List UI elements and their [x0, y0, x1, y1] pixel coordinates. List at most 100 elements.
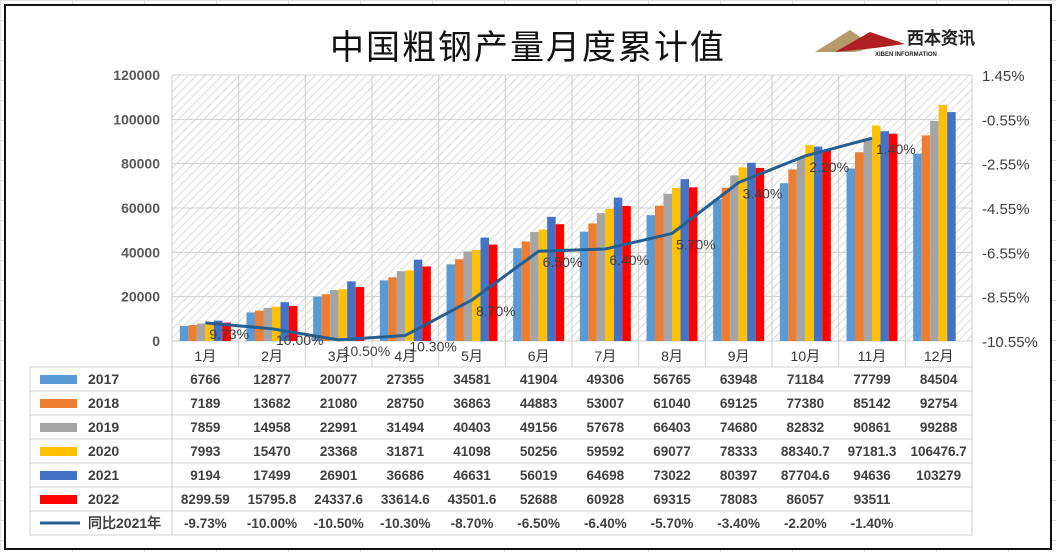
bar-2017: [513, 248, 522, 341]
x-tick-label: 11月: [858, 348, 887, 364]
y-tick-label: 100000: [113, 111, 160, 127]
table-cell: 36863: [453, 396, 491, 411]
bar-2018: [521, 241, 531, 341]
bar-2021: [680, 179, 689, 341]
y2-tick-label: -4.55%: [982, 201, 1030, 218]
bar-2018: [588, 223, 597, 341]
bar-2017: [446, 264, 455, 341]
x-tick-label: 1月: [194, 348, 216, 364]
bar-2018: [321, 294, 331, 341]
line-data-label: 1.40%: [876, 141, 916, 157]
bar-2017: [713, 199, 722, 341]
table-cell: 6766: [190, 372, 221, 387]
table-cell: 27355: [387, 372, 425, 387]
table-cell: 80397: [720, 468, 758, 483]
table-cell: -10.30%: [380, 516, 430, 531]
bar-2019: [596, 213, 606, 341]
table-cell: 43501.6: [448, 492, 497, 507]
legend-label: 2021: [88, 467, 119, 483]
table-cell: 57678: [587, 420, 625, 435]
table-cell: 34581: [453, 372, 491, 387]
bar-2018: [788, 169, 797, 341]
legend-label: 2020: [88, 443, 119, 459]
line-data-label: 10.00%: [276, 332, 323, 348]
table-cell: 69077: [653, 444, 691, 459]
bar-2021: [413, 259, 423, 341]
x-tick-label: 3月: [328, 348, 350, 364]
legend-label: 同比2021年: [88, 515, 161, 531]
line-data-label: 9.73%: [209, 326, 249, 342]
table-cell: 61040: [653, 396, 691, 411]
legend-key-2022: [40, 495, 77, 504]
table-cell: 86057: [787, 492, 825, 507]
bar-2020: [338, 289, 348, 341]
table-cell: 15470: [253, 444, 291, 459]
x-tick-label: 6月: [528, 348, 550, 364]
table-cell: -8.70%: [451, 516, 494, 531]
bar-2017: [179, 326, 189, 341]
x-tick-label: 5月: [461, 348, 483, 364]
legend-label: 2019: [88, 419, 119, 435]
x-tick-label: 7月: [594, 348, 616, 364]
table-cell: 93511: [854, 492, 891, 507]
table-cell: -10.50%: [314, 516, 364, 531]
table-cell: 26901: [320, 468, 358, 483]
line-data-label: 5.70%: [676, 236, 716, 252]
bar-2019: [396, 271, 406, 341]
bar-2018: [255, 310, 264, 341]
y2-tick-label: -6.55%: [982, 245, 1030, 262]
y-tick-label: 60000: [121, 200, 160, 216]
y-tick-label: 120000: [113, 67, 160, 83]
svg-text:XIBEN INFORMATION: XIBEN INFORMATION: [875, 52, 937, 58]
bar-2019: [530, 232, 539, 341]
legend-key-2017: [40, 375, 77, 384]
table-cell: 73022: [653, 468, 691, 483]
table-cell: 7189: [190, 396, 220, 411]
bar-2019: [930, 120, 939, 342]
bar-2018: [655, 205, 664, 341]
bar-2020: [738, 167, 748, 341]
table-cell: 24337.6: [314, 492, 363, 507]
y-tick-label: 0: [152, 333, 160, 349]
bar-2021: [813, 146, 823, 341]
svg-text:西本资讯: 西本资讯: [907, 28, 975, 48]
table-cell: 9194: [190, 468, 221, 483]
bar-2019: [196, 323, 206, 341]
legend-label: 2017: [88, 371, 119, 387]
table-cell: 103279: [916, 468, 961, 483]
yoy-line: [205, 136, 873, 342]
table-cell: 78333: [720, 444, 758, 459]
table-cell: 85142: [853, 396, 891, 411]
bar-2020: [805, 145, 814, 341]
table-cell: 74680: [720, 420, 758, 435]
legend-key-2019: [40, 423, 77, 432]
table-cell: 49306: [587, 372, 625, 387]
bar-2019: [663, 193, 672, 341]
data-table: [29, 366, 973, 536]
bar-2022: [355, 287, 365, 341]
bar-2022: [689, 187, 698, 341]
bar-2022: [555, 224, 565, 341]
x-tick-label: 9月: [728, 348, 750, 364]
table-cell: 87704.6: [781, 468, 830, 483]
legend-key-2018: [40, 399, 77, 408]
table-cell: 88340.7: [781, 444, 830, 459]
bar-2020: [938, 104, 948, 341]
table-cell: 106476.7: [911, 444, 967, 459]
table-cell: 71184: [787, 372, 824, 387]
table-cell: 50256: [520, 444, 558, 459]
table-cell: 77380: [787, 396, 825, 411]
bar-2017: [779, 183, 789, 341]
table-cell: 8299.59: [181, 492, 230, 507]
bar-2020: [405, 270, 414, 341]
bar-2020: [205, 323, 214, 341]
bar-2020: [872, 125, 881, 341]
bar-2019: [796, 157, 806, 341]
table-cell: 69315: [653, 492, 691, 507]
table-cell: -6.40%: [584, 516, 627, 531]
table-cell: 31494: [387, 420, 425, 435]
line-data-label: 6.40%: [609, 252, 649, 268]
bar-2021: [280, 302, 289, 341]
y-tick-label: 40000: [121, 244, 160, 260]
bar-2021: [747, 162, 756, 341]
